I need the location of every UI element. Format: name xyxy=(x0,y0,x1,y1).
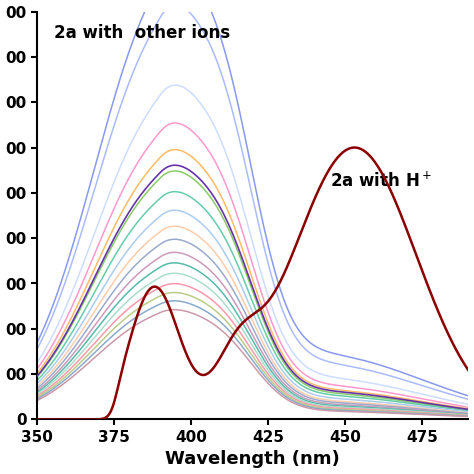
Text: 2a with H$^+$: 2a with H$^+$ xyxy=(330,172,432,191)
X-axis label: Wavelength (nm): Wavelength (nm) xyxy=(165,450,340,468)
Text: 2a with  other ions: 2a with other ions xyxy=(55,24,230,42)
